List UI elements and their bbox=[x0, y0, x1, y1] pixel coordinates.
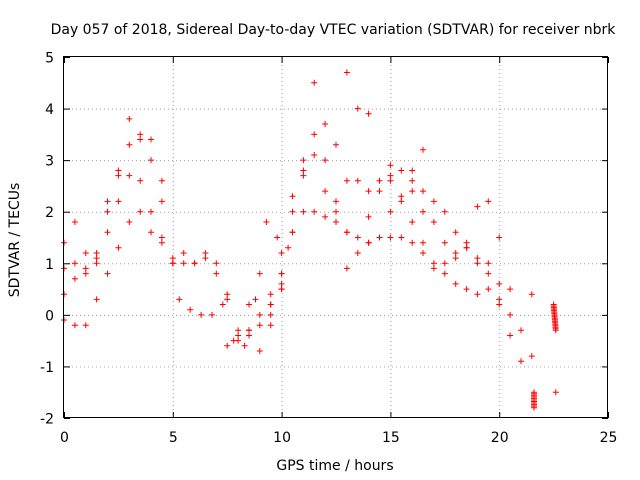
x-tick-label: 5 bbox=[169, 430, 178, 446]
series-arc-13 bbox=[365, 193, 514, 293]
y-tick-label: -1 bbox=[40, 360, 54, 376]
data-point-marks bbox=[176, 219, 292, 349]
plot-frame bbox=[63, 56, 608, 418]
series-arc-10 bbox=[267, 79, 394, 318]
y-axis-label: SDTVAR / TECUs bbox=[7, 183, 23, 298]
series-arc-4 bbox=[61, 208, 176, 329]
series-arc-3 bbox=[61, 172, 176, 298]
series-arc-11 bbox=[278, 146, 426, 256]
y-tick-label: 5 bbox=[45, 51, 54, 67]
y-tick-label: 1 bbox=[45, 257, 54, 273]
series-arc-16 bbox=[528, 291, 559, 411]
series-arc-15 bbox=[409, 167, 535, 360]
y-tick-label: 0 bbox=[45, 308, 54, 324]
data-point-marks bbox=[61, 172, 176, 298]
x-axis-label: GPS time / hours bbox=[276, 458, 393, 474]
series-arc-14 bbox=[387, 177, 524, 365]
chart-title: Day 057 of 2018, Sidereal Day-to-day VTE… bbox=[51, 22, 617, 38]
data-point-marks bbox=[409, 167, 535, 360]
x-tick-label: 25 bbox=[600, 430, 618, 446]
x-tick-label: 15 bbox=[382, 430, 400, 446]
data-point-marks bbox=[61, 208, 176, 329]
series-arc-8 bbox=[224, 208, 350, 349]
data-point-marks bbox=[61, 115, 165, 267]
data-point-marks bbox=[528, 291, 559, 411]
data-point-marks bbox=[278, 146, 426, 256]
data-point-marks bbox=[246, 69, 372, 354]
data-point-marks bbox=[387, 177, 524, 365]
grid bbox=[64, 57, 608, 418]
y-tick-label: 3 bbox=[45, 154, 54, 170]
series-arc-7 bbox=[176, 219, 292, 349]
data-point-marks bbox=[61, 136, 165, 277]
series-arc-1 bbox=[61, 115, 165, 267]
x-tick-label: 20 bbox=[491, 430, 509, 446]
series-arc-2 bbox=[61, 136, 165, 277]
x-tick-label: 10 bbox=[273, 430, 291, 446]
data-point-marks bbox=[267, 79, 394, 318]
data-point-marks bbox=[365, 193, 514, 293]
y-tick-label: 2 bbox=[45, 205, 54, 221]
y-tick-label: 4 bbox=[45, 102, 54, 118]
axis-ticks: 0 5 10 15 20 25 -2 -1 0 1 2 3 4 5 bbox=[40, 51, 617, 447]
y-tick-label: -2 bbox=[40, 412, 54, 428]
data-marks bbox=[61, 69, 559, 411]
x-tick-label: 0 bbox=[60, 430, 69, 446]
data-point-marks bbox=[224, 208, 350, 349]
series-arc-9 bbox=[246, 69, 372, 354]
